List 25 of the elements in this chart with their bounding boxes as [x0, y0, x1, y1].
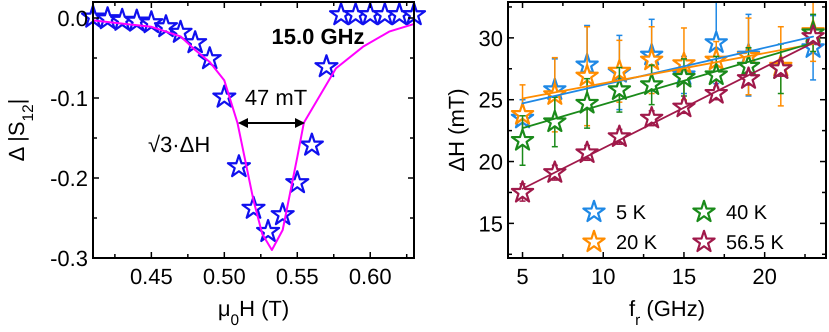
x-tick-label: 0.55 — [276, 264, 319, 289]
x-tick-label: 0.45 — [130, 264, 173, 289]
x-tick-label: 0.60 — [348, 264, 392, 289]
y-tick-label: 15 — [478, 211, 503, 236]
legend-label: 40 K — [726, 202, 768, 224]
x-axis-title: f$_{r}$ (GHz) — [628, 296, 706, 328]
legend-label: 56.5 K — [726, 232, 784, 254]
y-tick-label: -0.1 — [50, 86, 88, 111]
x-tick-label: 10 — [590, 264, 616, 289]
y-tick-label: 30 — [478, 26, 503, 51]
legend-label: 20 K — [616, 232, 658, 254]
y-tick-label: -0.2 — [50, 166, 88, 191]
annotation: 15.0 GHz — [272, 24, 364, 49]
x-tick-label: 5 — [516, 264, 529, 289]
y-tick-label: 20 — [478, 150, 503, 175]
annotation: √3·ΔH — [148, 132, 210, 157]
x-tick-label: 15 — [672, 264, 696, 289]
y-axis-title: ΔH (mT) — [444, 88, 469, 172]
y-tick-label: -0.3 — [50, 246, 88, 271]
y-tick-label: 25 — [478, 88, 503, 113]
annotation: 47 mT — [244, 85, 308, 110]
x-tick-label: 20 — [752, 264, 777, 289]
x-tick-label: 0.50 — [202, 264, 246, 289]
legend-label: 5 K — [616, 202, 647, 224]
x-axis-title: μ$_{0}$H (T) — [218, 296, 290, 328]
